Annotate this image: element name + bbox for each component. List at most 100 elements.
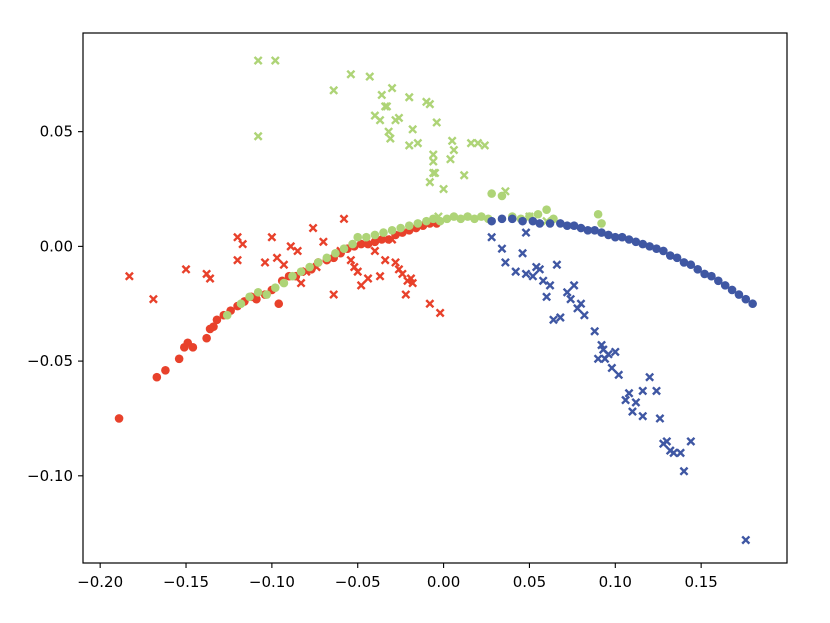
data-point-x — [621, 395, 631, 405]
data-point-x — [293, 246, 303, 256]
data-point-x — [473, 138, 483, 148]
data-point-x — [652, 386, 661, 396]
x-tick-label: 0.00 — [427, 573, 460, 591]
data-point-x — [679, 466, 689, 476]
data-point-circle — [528, 216, 538, 226]
data-point-circle — [727, 285, 737, 295]
data-point-circle — [562, 221, 572, 231]
data-point-x — [566, 294, 576, 304]
data-point-x — [528, 271, 538, 281]
data-point-circle — [487, 216, 496, 226]
data-point-circle — [212, 315, 222, 325]
data-point-x — [686, 436, 696, 446]
data-point-x — [384, 127, 394, 137]
data-point-x — [638, 411, 648, 421]
data-point-circle — [652, 244, 661, 253]
data-point-x — [425, 177, 435, 187]
data-point-circle — [556, 219, 565, 228]
data-point-circle — [209, 322, 218, 331]
data-point-x — [487, 232, 497, 242]
data-point-x — [607, 363, 617, 373]
x-axis: −0.20 −0.15 −0.10 −0.05 0.00 0.05 0.10 0.15 — [77, 563, 718, 591]
data-point-x — [387, 235, 397, 244]
data-point-x — [466, 138, 476, 148]
data-point-x — [375, 271, 385, 281]
data-point-circle — [597, 228, 606, 237]
data-point-circle — [456, 214, 466, 224]
data-point-circle — [470, 214, 479, 224]
data-point-x — [286, 241, 296, 251]
data-point-x — [535, 264, 545, 274]
x-tick-label: −0.05 — [335, 573, 381, 591]
data-point-x — [669, 448, 679, 458]
data-point-circle — [638, 239, 648, 249]
data-point-circle — [396, 223, 405, 233]
data-point-x — [253, 56, 263, 65]
data-point-circle — [339, 244, 349, 253]
data-point-circle — [362, 232, 371, 242]
data-point-x — [435, 308, 445, 318]
data-point-x — [413, 138, 423, 148]
data-point-x — [439, 184, 449, 194]
data-point-circle — [610, 232, 620, 242]
data-point-x — [638, 386, 648, 396]
data-point-x — [318, 237, 328, 247]
plot-frame — [82, 32, 788, 564]
data-point-x — [549, 315, 558, 325]
data-point-circle — [748, 299, 757, 309]
data-point-circle — [387, 226, 397, 235]
data-point-circle — [305, 262, 314, 272]
data-point-circle — [262, 290, 272, 299]
data-point-x — [205, 274, 215, 283]
data-point-circle — [700, 269, 709, 279]
data-point-x — [425, 299, 435, 309]
data-point-x — [375, 115, 385, 125]
data-point-x — [447, 136, 457, 146]
data-point-circle — [331, 248, 340, 258]
data-point-circle — [533, 209, 543, 219]
data-point-circle — [734, 290, 744, 299]
data-points — [114, 56, 757, 545]
data-point-circle — [313, 258, 323, 267]
y-tick-label: −0.10 — [27, 467, 73, 485]
data-point-circle — [271, 283, 280, 292]
data-point-circle — [363, 239, 373, 249]
data-point-circle — [714, 276, 723, 286]
data-point-circle — [404, 221, 414, 231]
data-point-x — [401, 290, 411, 300]
data-point-x — [270, 56, 280, 65]
data-point-circle — [222, 310, 232, 320]
data-point-circle — [377, 235, 387, 244]
data-point-x — [425, 99, 435, 109]
data-point-circle — [348, 239, 357, 249]
series-5-x — [487, 228, 751, 545]
data-point-x — [614, 370, 624, 380]
data-point-circle — [686, 260, 696, 270]
data-point-circle — [174, 354, 184, 364]
data-point-circle — [442, 214, 452, 224]
y-axis: 0.05 0.00 −0.05 −0.10 — [27, 123, 83, 485]
data-point-circle — [679, 258, 689, 267]
data-point-circle — [720, 281, 730, 290]
data-point-x — [590, 326, 600, 336]
data-point-x — [449, 145, 459, 155]
y-tick-label: 0.00 — [40, 237, 73, 255]
data-point-x — [518, 248, 528, 258]
data-point-x — [428, 168, 438, 178]
data-point-x — [538, 276, 548, 286]
data-point-circle — [202, 333, 211, 343]
data-point-circle — [497, 214, 507, 224]
data-point-x — [408, 124, 418, 134]
data-point-circle — [353, 232, 363, 242]
data-point-circle — [576, 223, 586, 233]
data-point-x — [603, 349, 613, 359]
data-point-x — [148, 294, 158, 304]
data-point-circle — [672, 253, 682, 263]
data-point-x — [521, 228, 531, 238]
data-point-circle — [569, 221, 579, 231]
data-point-x — [576, 299, 586, 309]
data-point-x — [610, 347, 620, 357]
data-point-circle — [379, 228, 388, 237]
data-point-circle — [279, 278, 289, 288]
